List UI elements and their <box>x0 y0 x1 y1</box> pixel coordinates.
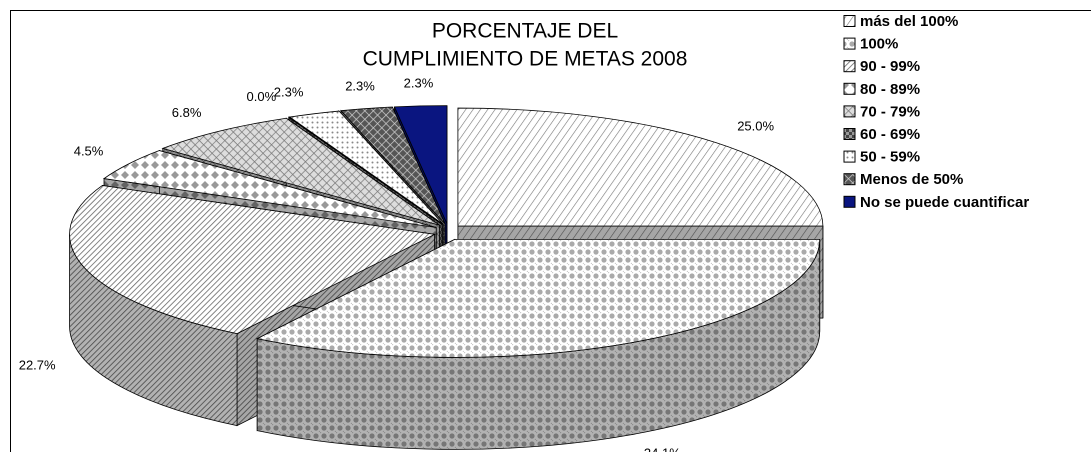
data-label: 4.5% <box>74 144 104 159</box>
legend-swatch <box>843 82 856 95</box>
legend-swatch <box>843 105 856 118</box>
legend-label: 100% <box>860 36 898 53</box>
slice-shade <box>69 234 238 426</box>
slice <box>340 106 446 225</box>
data-label: 6.8% <box>172 105 202 120</box>
slice <box>457 107 824 227</box>
legend-swatch <box>843 15 856 27</box>
legend-swatch <box>843 195 856 208</box>
slice <box>255 238 821 358</box>
legend-swatch <box>843 60 856 73</box>
legend-swatch <box>843 173 856 186</box>
slice <box>69 185 436 335</box>
legend-label: 60 - 69% <box>860 126 920 143</box>
slice <box>393 105 448 224</box>
slice <box>161 117 440 226</box>
slice <box>102 150 437 228</box>
data-label: 2.3% <box>274 85 304 100</box>
chart-border <box>10 10 1091 452</box>
legend-label: más del 100% <box>860 13 958 30</box>
legend-label: 70 - 79% <box>860 103 920 120</box>
legend-label: No se puede cuantificar <box>860 194 1029 211</box>
slice-group <box>255 238 821 450</box>
slice-shade <box>257 239 820 450</box>
legend-label: Menos de 50% <box>860 171 963 188</box>
chart-title: CUMPLIMIENTO DE METAS 2008 <box>363 48 688 71</box>
legend-swatch <box>843 37 856 50</box>
legend-swatch <box>843 150 856 163</box>
slice <box>288 110 444 225</box>
slice <box>288 116 443 225</box>
data-label: 34.1% <box>644 446 681 452</box>
legend-label: 80 - 89% <box>860 81 920 98</box>
legend-label: 90 - 99% <box>860 58 920 75</box>
data-label: 2.3% <box>404 75 434 90</box>
chart-title: PORCENTAJE DEL <box>432 20 618 43</box>
data-label: 2.3% <box>345 79 375 94</box>
data-label: 22.7% <box>19 357 56 372</box>
data-label: 0.0% <box>247 89 277 104</box>
legend-label: 50 - 59% <box>860 149 920 166</box>
data-label: 25.0% <box>737 119 774 134</box>
legend-swatch <box>843 128 856 140</box>
